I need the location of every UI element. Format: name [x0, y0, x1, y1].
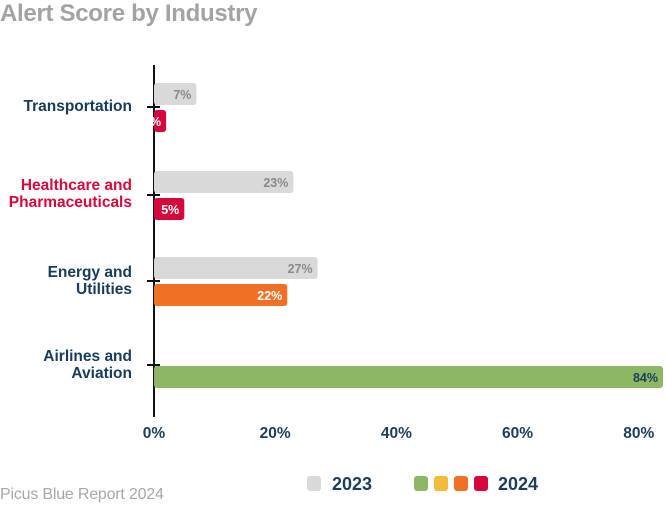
- legend-swatch-2024: [454, 476, 468, 491]
- category-label-line: Energy and: [47, 264, 132, 281]
- category-label-line: Transportation: [23, 98, 132, 115]
- category-label: Transportation: [23, 98, 132, 115]
- legend-swatch-2024: [414, 476, 428, 491]
- data-label-2024-2: 5%: [161, 203, 179, 217]
- x-tick-label: 40%: [380, 425, 412, 442]
- bar-2024-4: [154, 366, 663, 388]
- legend-swatch-2023: [307, 476, 321, 491]
- data-label-2024-1: 2%: [143, 115, 161, 129]
- data-label-2024-3: 22%: [257, 289, 282, 303]
- data-label-2024-4: 84%: [633, 371, 658, 385]
- x-tick-label: 80%: [623, 425, 655, 442]
- bar-2024-3: [154, 284, 288, 306]
- bar-chart: 7% 23% 27% 2% 5% 22% 84%: [143, 65, 663, 417]
- bar-2024-2: [154, 198, 185, 220]
- data-label-2023-1: 7%: [173, 88, 191, 102]
- legend-label-2023: 2023: [332, 474, 373, 494]
- category-label: Healthcare and Pharmaceuticals: [9, 177, 132, 211]
- legend-label-2024: 2024: [498, 474, 539, 494]
- category-label: Airlines and Aviation: [43, 348, 132, 382]
- legend-swatch-2024: [434, 476, 448, 491]
- bar-2023-1: [154, 83, 197, 105]
- bar-2023-3: [154, 257, 318, 279]
- data-label-2023-3: 27%: [288, 262, 313, 276]
- bar-2024-1: [154, 110, 167, 132]
- category-label-line: Pharmaceuticals: [8, 194, 132, 211]
- category-label-line: Utilities: [76, 281, 132, 298]
- chart-title: Alert Score by Industry: [0, 0, 258, 27]
- category-label-line: Healthcare and: [20, 177, 132, 194]
- legend-swatch-2024: [474, 476, 488, 491]
- category-label-line: Airlines and: [43, 348, 132, 365]
- source-note: Picus Blue Report 2024: [0, 486, 164, 503]
- category-label: Energy and Utilities: [48, 264, 132, 298]
- bar-2023-2: [154, 171, 294, 193]
- data-label-2023-2: 23%: [263, 176, 288, 190]
- x-tick-label: 60%: [502, 425, 534, 442]
- x-tick-label: 0%: [142, 425, 166, 442]
- x-tick-label: 20%: [259, 425, 291, 442]
- category-label-line: Aviation: [71, 365, 132, 382]
